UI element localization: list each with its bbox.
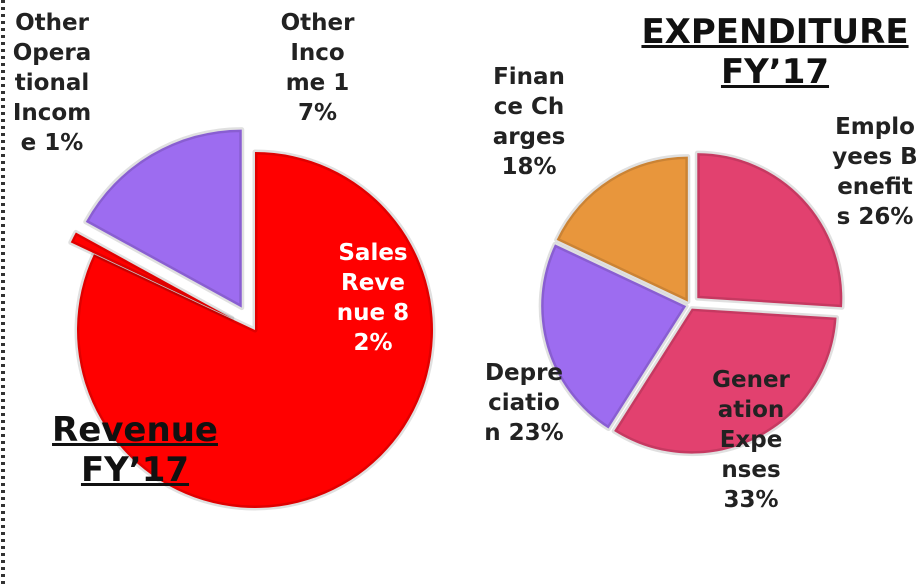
slice-value: 82% <box>353 300 410 356</box>
slice-value: 33% <box>723 487 779 513</box>
slice-name: Sales Revenue <box>336 240 408 326</box>
slice-name: Other Operational Income <box>12 10 92 156</box>
slice-label: Depreciation 23% <box>484 358 564 448</box>
slice-label: Generation Expenses 33% <box>712 365 790 515</box>
chart-title: EXPENDITURE FY’17 <box>641 12 909 92</box>
pie-slice <box>68 229 235 321</box>
slice-value: 1% <box>44 130 84 156</box>
slice-name: Generation Expenses <box>712 367 790 483</box>
pie-slice <box>611 306 840 457</box>
pie-slice <box>694 150 845 310</box>
slice-name: Depreciation <box>484 360 564 446</box>
pie-slice <box>74 149 436 511</box>
slice-name: Employees Benefits <box>832 114 918 230</box>
slice-label: Finance Charges 18% <box>490 62 568 182</box>
pie-slice <box>554 154 691 305</box>
slice-name: Finance Charges <box>492 64 566 150</box>
slice-value: 26% <box>858 204 914 230</box>
chart-title: Revenue FY’17 <box>52 410 218 490</box>
pie-slice <box>538 241 689 432</box>
pie-slice <box>83 127 245 311</box>
slice-value: 18% <box>501 154 557 180</box>
slice-value: 23% <box>508 420 564 446</box>
slice-label: Sales Revenue 82% <box>333 238 413 358</box>
slice-value: 17% <box>297 70 350 126</box>
slice-name: Other Income <box>280 10 355 96</box>
slice-label: Employees Benefits 26% <box>832 112 918 232</box>
slice-label: Other Operational Income 1% <box>12 8 92 158</box>
slice-label: Other Income 17% <box>280 8 355 128</box>
